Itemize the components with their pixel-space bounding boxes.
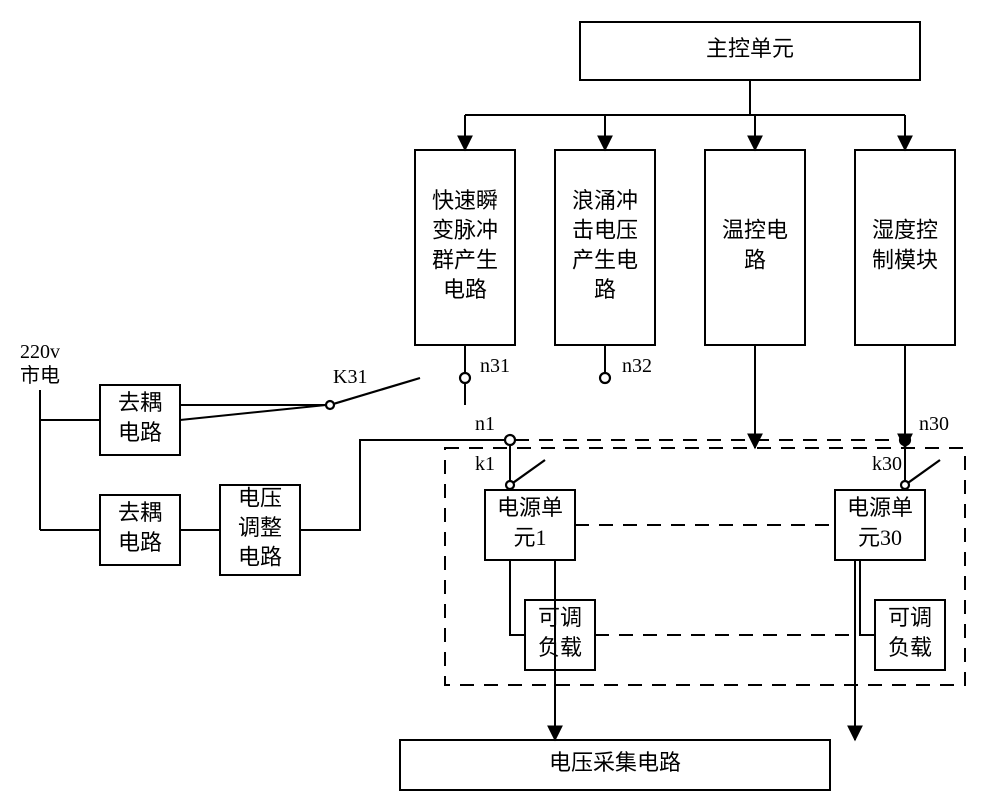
label-k1: k1 xyxy=(475,453,495,475)
temperature-control-circuit-label: 路 xyxy=(744,247,766,272)
power-supply-unit-30-label: 电源单 xyxy=(847,495,913,520)
power-supply-unit-30-label: 元30 xyxy=(858,525,902,550)
decoupling-circuit-2-label: 去耦 xyxy=(118,500,162,525)
switch-k30-arm xyxy=(908,460,940,483)
fast-transient-pulse-gen-label: 群产生 xyxy=(432,247,498,272)
power-supply-unit-1: 电源单元1 xyxy=(485,490,575,560)
temperature-control-circuit: 温控电路 xyxy=(705,150,805,345)
switch-k31-hinge xyxy=(326,401,334,409)
main-control-unit: 主控单元 xyxy=(580,22,920,80)
label-k30: k30 xyxy=(872,453,902,475)
switch-k1-arm xyxy=(513,460,545,483)
power-supply-unit-30: 电源单元30 xyxy=(835,490,925,560)
switch-k1-hinge xyxy=(506,481,514,489)
decoupling-circuit-1-label: 电路 xyxy=(118,420,162,445)
voltage-adjust-circuit: 电压调整电路 xyxy=(220,485,300,575)
label-n30: n30 xyxy=(919,413,949,435)
surge-impulse-gen-label: 产生电 xyxy=(572,247,638,272)
fast-transient-pulse-gen-label: 快速瞬 xyxy=(432,188,498,213)
terminal-n1 xyxy=(505,435,515,445)
fast-transient-pulse-gen-label: 变脉冲 xyxy=(432,218,498,243)
terminal-n31 xyxy=(460,373,470,383)
fast-transient-pulse-gen-label: 电路 xyxy=(443,277,487,302)
label-k31: K31 xyxy=(333,366,367,388)
terminal-n32 xyxy=(600,373,610,383)
voltage-adjust-circuit-label: 电压 xyxy=(238,485,282,510)
voltage-acquisition-circuit: 电压采集电路 xyxy=(400,740,830,790)
decoupling-circuit-2-label: 电路 xyxy=(118,530,162,555)
adjustable-load-1-label: 可调 xyxy=(538,605,582,630)
label-n1: n1 xyxy=(475,413,495,435)
power-supply-unit-1-label: 元1 xyxy=(513,525,546,550)
switch-k30-hinge xyxy=(901,481,909,489)
humidity-control-module-label: 制模块 xyxy=(872,247,938,272)
decoupling-circuit-2: 去耦电路 xyxy=(100,495,180,565)
label-n31: n31 xyxy=(480,355,510,377)
humidity-control-module: 湿度控制模块 xyxy=(855,150,955,345)
humidity-control-module-label: 湿度控 xyxy=(872,218,938,243)
voltage-acquisition-circuit-label: 电压采集电路 xyxy=(549,750,681,775)
voltage-adjust-circuit-label: 调整 xyxy=(238,515,282,540)
psu1-to-load1 xyxy=(510,560,525,635)
psu30-to-load30 xyxy=(860,560,875,635)
adjustable-load-1: 可调负载 xyxy=(525,600,595,670)
decoupling-circuit-1: 去耦电路 xyxy=(100,385,180,455)
dec1-to-k31 xyxy=(180,405,326,420)
surge-impulse-gen: 浪涌冲击电压产生电路 xyxy=(555,150,655,345)
decoupling-circuit-1-label: 去耦 xyxy=(118,390,162,415)
surge-impulse-gen-label: 浪涌冲 xyxy=(572,188,638,213)
label-n32: n32 xyxy=(622,355,652,377)
adjustable-load-30: 可调负载 xyxy=(875,600,945,670)
adjustable-load-30-label: 负载 xyxy=(888,635,932,660)
adjustable-load-1-label: 负载 xyxy=(538,635,582,660)
surge-impulse-gen-label: 击电压 xyxy=(572,218,638,243)
label-mains: 市电 xyxy=(20,364,60,387)
main-control-unit-label: 主控单元 xyxy=(706,36,794,61)
label-220v: 220v xyxy=(20,341,60,363)
power-supply-unit-1-label: 电源单 xyxy=(497,495,563,520)
adjustable-load-30-label: 可调 xyxy=(888,605,932,630)
surge-impulse-gen-label: 路 xyxy=(594,277,616,302)
fast-transient-pulse-gen: 快速瞬变脉冲群产生电路 xyxy=(415,150,515,345)
temperature-control-circuit-label: 温控电 xyxy=(722,218,788,243)
voltage-adjust-circuit-label: 电路 xyxy=(238,545,282,570)
